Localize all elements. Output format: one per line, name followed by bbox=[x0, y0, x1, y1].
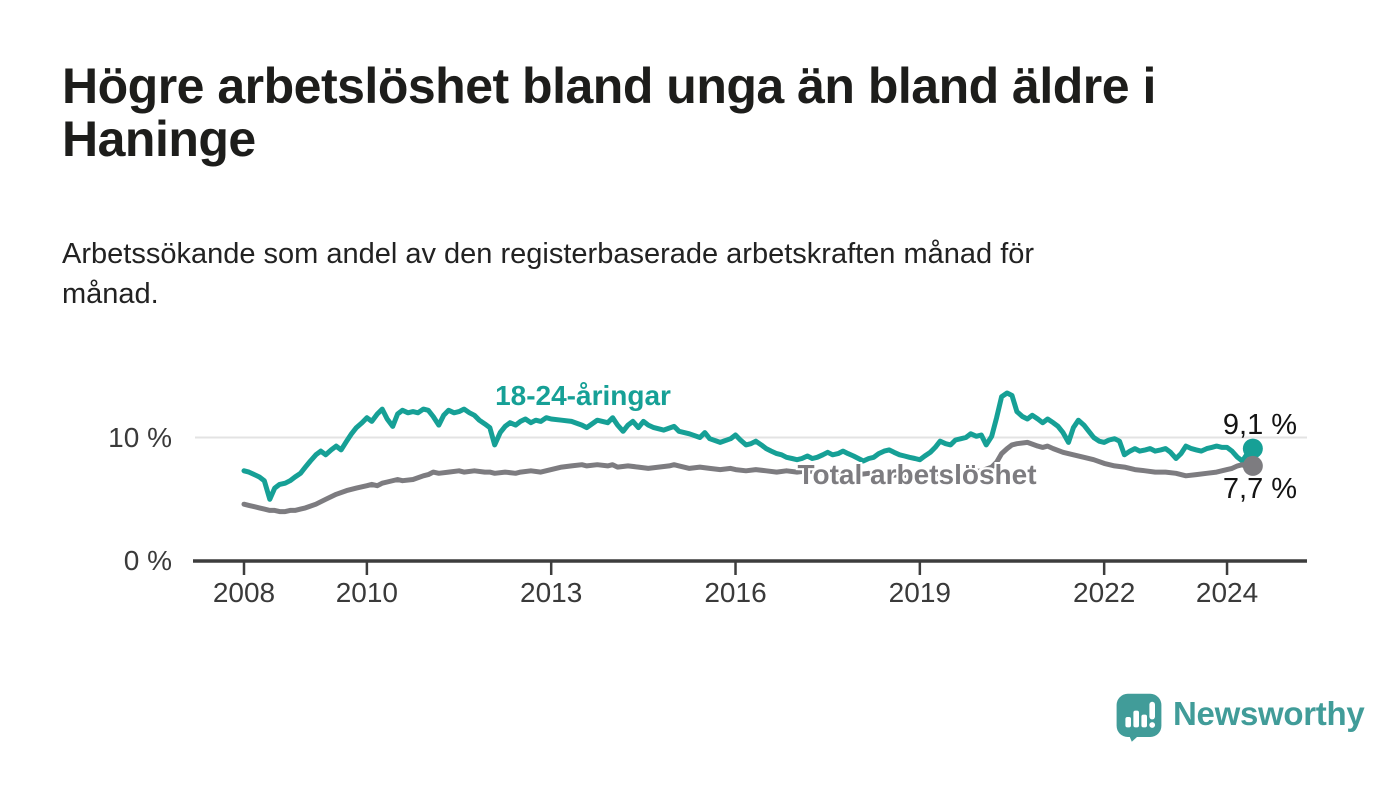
x-tick-label: 2008 bbox=[212, 577, 276, 608]
x-tick-label: 2022 bbox=[1073, 577, 1136, 608]
newsworthy-logo: Newsworthy bbox=[1115, 688, 1365, 746]
series-label-total: Total arbetslöshet bbox=[797, 459, 1037, 490]
bar-chart-speech-bubble-icon bbox=[1116, 693, 1162, 742]
x-tick-label: 2016 bbox=[704, 577, 767, 608]
end-value-label-young: 9,1 % bbox=[1222, 409, 1298, 441]
x-tick-label: 2013 bbox=[520, 577, 583, 608]
x-tick-label: 2010 bbox=[335, 577, 399, 608]
newsworthy-wordmark: Newsworthy bbox=[1173, 695, 1365, 732]
y-tick-label: 10 % bbox=[108, 421, 172, 453]
end-value-label-total: 7,7 % bbox=[1222, 473, 1298, 505]
x-tick-label: 2019 bbox=[888, 577, 951, 608]
chart-subtitle: Arbetssökande som andel av den registerb… bbox=[62, 238, 1035, 311]
series-label-young: 18-24-åringar bbox=[495, 380, 671, 411]
x-tick-label: 2024 bbox=[1195, 577, 1259, 608]
chart-title: Högre arbetslöshet bland unga än bland ä… bbox=[62, 58, 1156, 167]
y-tick-label: 0 % bbox=[123, 545, 172, 576]
